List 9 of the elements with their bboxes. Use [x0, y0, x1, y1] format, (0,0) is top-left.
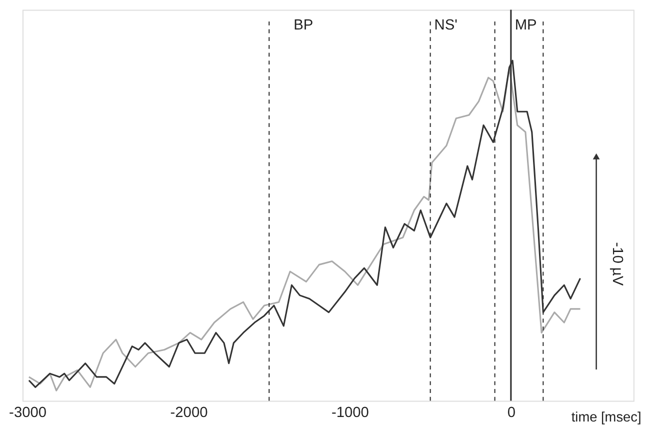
ref-line-label: MP — [514, 17, 537, 34]
ref-line-label: NS' — [434, 17, 458, 34]
annotation: -10 µV — [608, 242, 625, 286]
x-tick-label: 0 — [507, 404, 516, 421]
x-tick-label: -3000 — [9, 404, 47, 421]
x-axis-title: time [msec] — [571, 409, 642, 424]
ref-line-label: BP — [294, 17, 314, 34]
x-tick-label: -2000 — [170, 404, 208, 421]
x-tick-label: -1000 — [331, 404, 369, 421]
